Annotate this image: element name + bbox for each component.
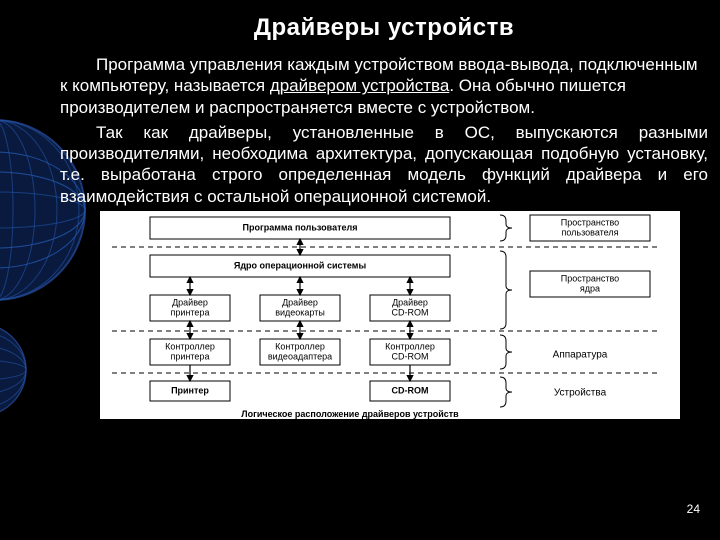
svg-text:Логическое расположение драйве: Логическое расположение драйверов устрой… bbox=[241, 409, 459, 419]
slide-content: Драйверы устройств Программа управления … bbox=[60, 14, 708, 419]
svg-text:Ядро операционной системы: Ядро операционной системы bbox=[234, 260, 367, 270]
svg-text:Драйвер: Драйвер bbox=[172, 297, 208, 307]
svg-text:Контроллер: Контроллер bbox=[165, 341, 215, 351]
svg-text:пользователя: пользователя bbox=[562, 227, 619, 237]
paragraph-2: Так как драйверы, установленные в ОС, вы… bbox=[60, 122, 708, 207]
slide: Драйверы устройств Программа управления … bbox=[0, 0, 720, 540]
svg-text:Драйвер: Драйвер bbox=[282, 297, 318, 307]
svg-text:Принтер: Принтер bbox=[171, 385, 209, 395]
para1-underline: драйвером устройства bbox=[270, 76, 450, 95]
svg-text:Пространство: Пространство bbox=[561, 217, 619, 227]
svg-text:видеокарты: видеокарты bbox=[275, 307, 325, 317]
svg-text:CD-ROM: CD-ROM bbox=[392, 351, 429, 361]
svg-text:принтера: принтера bbox=[171, 351, 210, 361]
svg-text:ядра: ядра bbox=[580, 283, 600, 293]
diagram-svg: Программа пользователя Ядро операционной … bbox=[100, 211, 680, 419]
driver-diagram: Программа пользователя Ядро операционной … bbox=[100, 211, 680, 419]
svg-text:Устройства: Устройства bbox=[554, 387, 607, 398]
svg-text:Пространство: Пространство bbox=[561, 273, 619, 283]
slide-title: Драйверы устройств bbox=[60, 14, 708, 42]
svg-text:Контроллер: Контроллер bbox=[275, 341, 325, 351]
svg-text:CD-ROM: CD-ROM bbox=[392, 385, 429, 395]
page-number: 24 bbox=[687, 502, 700, 516]
svg-text:Аппаратура: Аппаратура bbox=[553, 349, 608, 360]
svg-text:Программа пользователя: Программа пользователя bbox=[243, 222, 358, 232]
svg-text:Контроллер: Контроллер bbox=[385, 341, 435, 351]
paragraph-1: Программа управления каждым устройством … bbox=[60, 54, 708, 118]
svg-text:видеоадаптера: видеоадаптера bbox=[268, 351, 332, 361]
svg-text:Драйвер: Драйвер bbox=[392, 297, 428, 307]
svg-text:CD-ROM: CD-ROM bbox=[392, 307, 429, 317]
svg-text:принтера: принтера bbox=[171, 307, 210, 317]
